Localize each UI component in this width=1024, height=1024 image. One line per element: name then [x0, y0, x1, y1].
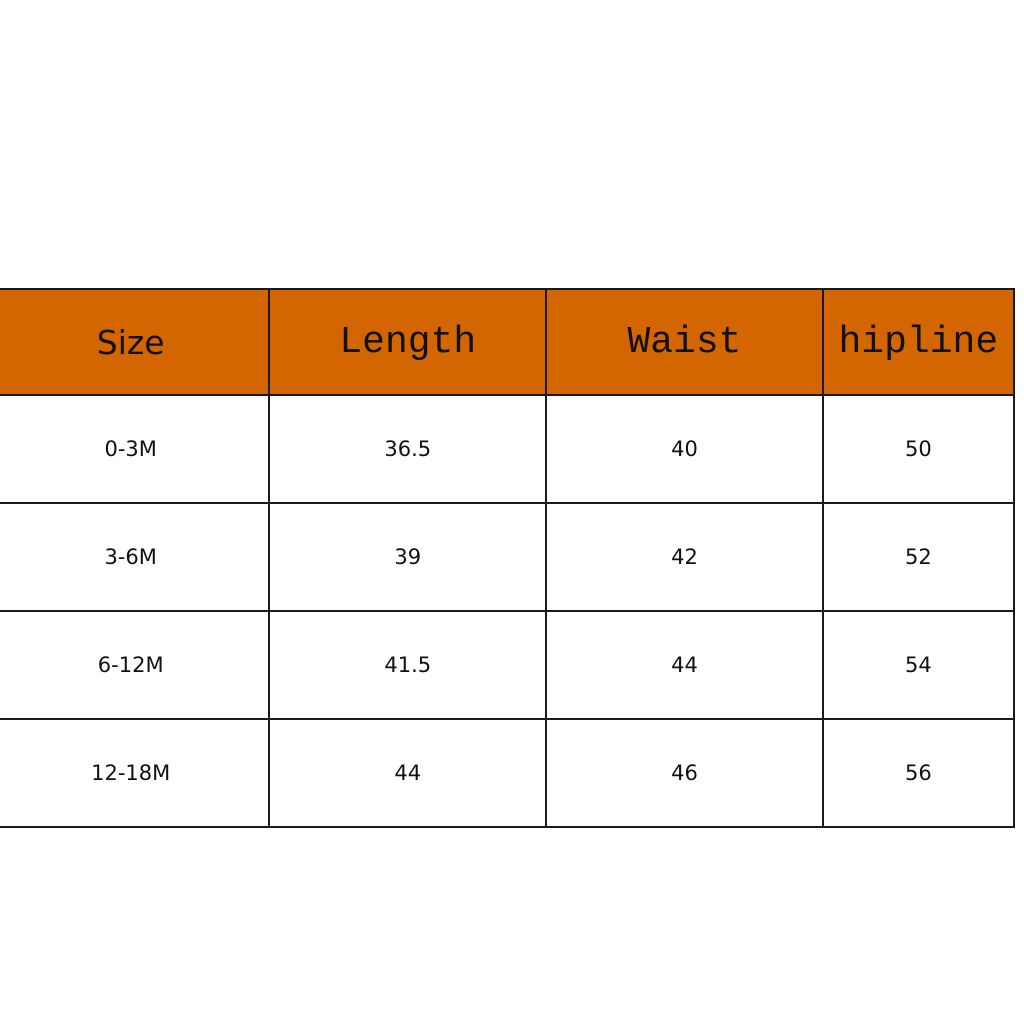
header-cell: Waist — [545, 288, 824, 396]
table-body: 0-3M 36.5 40 50 3-6M 39 42 52 6-12M 41.5 44 54 12-18… — [0, 394, 1016, 828]
table-cell: 39 — [268, 502, 548, 612]
table-cell: 44 — [268, 718, 548, 828]
header-row: Size Length Waist hipline — [0, 288, 1016, 396]
header-cell: Size — [0, 288, 271, 396]
table-cell: 54 — [821, 610, 1016, 720]
header-cell: Length — [268, 288, 548, 396]
table-cell: 46 — [545, 718, 824, 828]
table-cell: 40 — [545, 394, 824, 504]
table-cell: 52 — [821, 502, 1016, 612]
table-cell: 41.5 — [268, 610, 548, 720]
size-table: Size Length Waist hipline 0-3M 36.5 40 50 3-6M 3… — [0, 288, 1016, 828]
table-row: 3-6M 39 42 52 — [0, 502, 1016, 612]
table-cell: 12-18M — [0, 718, 271, 828]
table-cell: 6-12M — [0, 610, 271, 720]
table-cell: 50 — [821, 394, 1016, 504]
header-cell: hipline — [821, 288, 1016, 396]
table-cell: 0-3M — [0, 394, 271, 504]
table-cell: 3-6M — [0, 502, 271, 612]
table-cell: 36.5 — [268, 394, 548, 504]
table-row: 0-3M 36.5 40 50 — [0, 394, 1016, 504]
table-header: Size Length Waist hipline — [0, 288, 1016, 396]
table-row: 6-12M 41.5 44 54 — [0, 610, 1016, 720]
table-cell: 42 — [545, 502, 824, 612]
table-cell: 56 — [821, 718, 1016, 828]
table-row: 12-18M 44 46 56 — [0, 718, 1016, 828]
table-cell: 44 — [545, 610, 824, 720]
